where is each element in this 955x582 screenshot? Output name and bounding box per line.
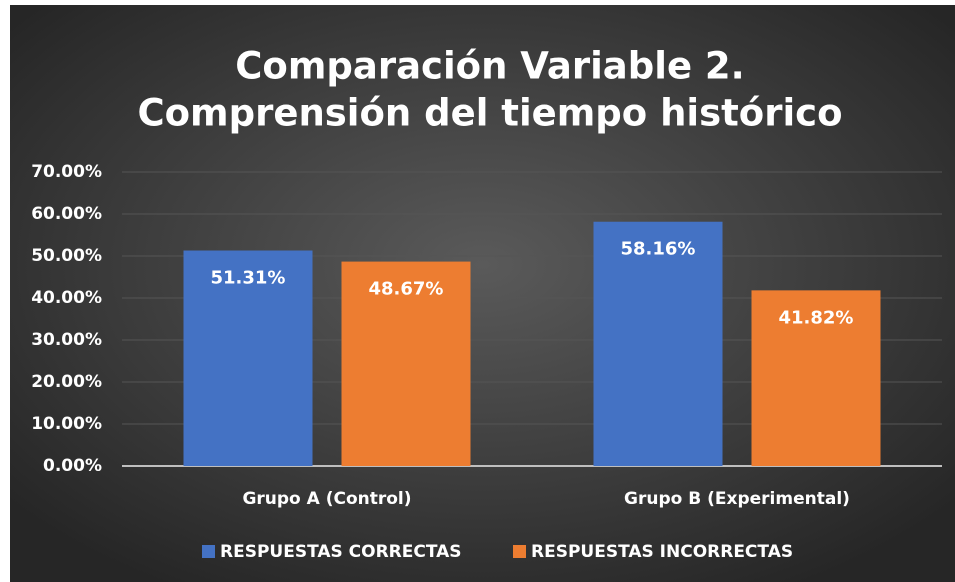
legend-swatch: [202, 545, 215, 558]
bar: [183, 250, 313, 466]
legend-label: RESPUESTAS INCORRECTAS: [531, 542, 793, 562]
legend-swatch: [513, 545, 526, 558]
legend-label: RESPUESTAS CORRECTAS: [220, 542, 462, 562]
y-tick-label: 50.00%: [31, 246, 102, 266]
y-tick-label: 30.00%: [31, 330, 102, 350]
bar: [593, 221, 723, 466]
y-tick-label: 70.00%: [31, 162, 102, 182]
x-tick-label: Grupo B (Experimental): [624, 489, 850, 509]
y-tick-label: 20.00%: [31, 372, 102, 392]
data-label: 41.82%: [779, 307, 854, 328]
bar: [341, 261, 471, 466]
chart-title: Comprensión del tiempo histórico: [137, 92, 842, 135]
bar: [751, 290, 881, 466]
y-tick-label: 40.00%: [31, 288, 102, 308]
data-label: 48.67%: [369, 279, 444, 300]
y-tick-label: 10.00%: [31, 414, 102, 434]
data-label: 51.31%: [211, 267, 286, 288]
y-tick-label: 60.00%: [31, 204, 102, 224]
x-tick-label: Grupo A (Control): [242, 489, 411, 509]
chart-title: Comparación Variable 2.: [235, 45, 744, 88]
data-label: 58.16%: [621, 239, 696, 260]
y-tick-label: 0.00%: [43, 456, 102, 476]
